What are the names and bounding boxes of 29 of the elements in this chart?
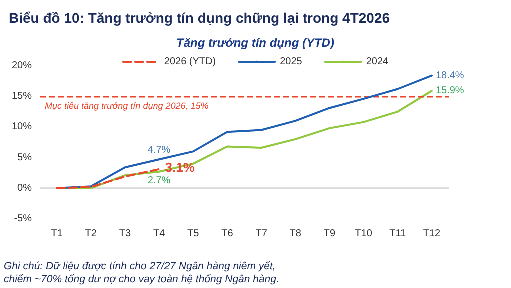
ref-line-label: Mục tiêu tăng trưởng tín dụng 2026, 15% (45, 101, 209, 112)
y-tick-label: 15% (12, 91, 32, 102)
y-tick-label: 5% (18, 152, 32, 164)
x-tick-label: T2 (85, 228, 98, 240)
x-tick-label: T8 (290, 228, 302, 240)
x-tick-label: T12 (423, 228, 442, 240)
y-tick-label: 20% (12, 60, 32, 72)
x-tick-label: T7 (256, 228, 268, 240)
y-tick-label: 10% (12, 122, 32, 133)
legend-label: 2026 (YTD) (164, 56, 216, 68)
chart-title: Biểu đồ 10: Tăng trưởng tín dụng chững lại trong 4T2026 (9, 10, 390, 26)
x-tick-label: T6 (222, 228, 234, 240)
legend-label: 2025 (280, 56, 303, 68)
x-tick-label: T9 (324, 228, 336, 240)
y-tick-label: -5% (14, 214, 32, 224)
data-label: 18.4% (436, 70, 464, 82)
x-tick-label: T4 (153, 228, 166, 240)
chart-subtitle: Tăng trưởng tín dụng (YTD) (176, 36, 334, 50)
x-tick-label: T3 (119, 228, 132, 240)
x-tick-label: T1 (51, 228, 64, 240)
text: Ghi chú: Dữ liệu được tính cho 27/27 Ngân hàng niêm yết, chiếm ~70% tổng dư nợ cho vay toàn hệ thống Ngân hàng. (4, 260, 280, 286)
legend-label: 2024 (366, 56, 390, 68)
y-tick-label: 0% (18, 182, 32, 194)
data-label: 2.7% (148, 175, 171, 186)
x-tick-label: T10 (355, 228, 373, 240)
data-label: 15.9% (436, 86, 464, 97)
x-tick-label: T5 (188, 228, 200, 240)
x-tick-label: T11 (390, 228, 407, 240)
data-label: 4.7% (148, 145, 171, 156)
